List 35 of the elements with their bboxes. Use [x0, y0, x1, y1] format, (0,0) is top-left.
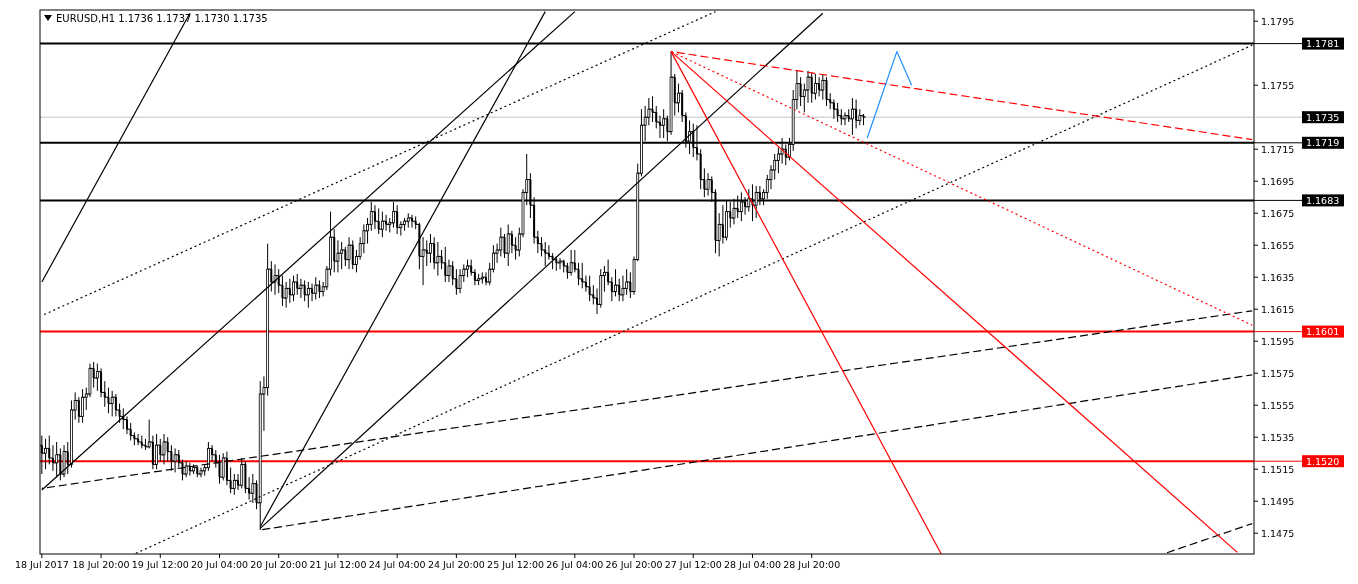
x-tick-label: 19 Jul 12:00 [131, 559, 189, 570]
ref-line-label: 1.1735 [1306, 111, 1340, 123]
ref-line-label: 1.1781 [1306, 37, 1340, 49]
x-tick-label: 21 Jul 12:00 [309, 559, 367, 570]
y-tick-label: 1.1515 [1261, 463, 1295, 475]
x-tick-label: 20 Jul 20:00 [250, 559, 308, 570]
y-tick-label: 1.1715 [1261, 143, 1295, 155]
ref-line-label: 1.1683 [1306, 194, 1340, 206]
ref-line-label: 1.1719 [1306, 137, 1340, 149]
x-tick-label: 25 Jul 12:00 [487, 559, 545, 570]
x-tick-label: 24 Jul 04:00 [368, 559, 426, 570]
x-tick-label: 26 Jul 20:00 [605, 559, 663, 570]
y-tick-label: 1.1595 [1261, 335, 1295, 347]
ref-line-label: 1.1601 [1306, 325, 1340, 337]
x-tick-label: 28 Jul 04:00 [724, 559, 781, 570]
y-tick-label: 1.1615 [1261, 303, 1295, 315]
y-tick-label: 1.1755 [1261, 79, 1295, 91]
x-tick-label: 18 Jul 2017 [14, 559, 69, 570]
x-tick-label: 26 Jul 04:00 [546, 559, 604, 570]
y-tick-label: 1.1795 [1261, 15, 1295, 27]
x-tick-label: 24 Jul 20:00 [427, 559, 485, 570]
y-tick-label: 1.1575 [1261, 367, 1295, 379]
y-tick-label: 1.1495 [1261, 495, 1295, 507]
x-tick-label: 28 Jul 20:00 [783, 559, 841, 570]
ref-line-label: 1.1520 [1306, 455, 1340, 467]
x-tick-label: 27 Jul 12:00 [664, 559, 722, 570]
y-tick-label: 1.1635 [1261, 271, 1295, 283]
x-tick-label: 18 Jul 20:00 [72, 559, 130, 570]
y-tick-label: 1.1695 [1261, 175, 1295, 187]
y-tick-label: 1.1655 [1261, 239, 1295, 251]
y-tick-label: 1.1675 [1261, 207, 1295, 219]
y-tick-label: 1.1475 [1261, 527, 1295, 539]
y-tick-label: 1.1535 [1261, 431, 1295, 443]
y-tick-label: 1.1555 [1261, 399, 1295, 411]
x-tick-label: 20 Jul 04:00 [191, 559, 248, 570]
